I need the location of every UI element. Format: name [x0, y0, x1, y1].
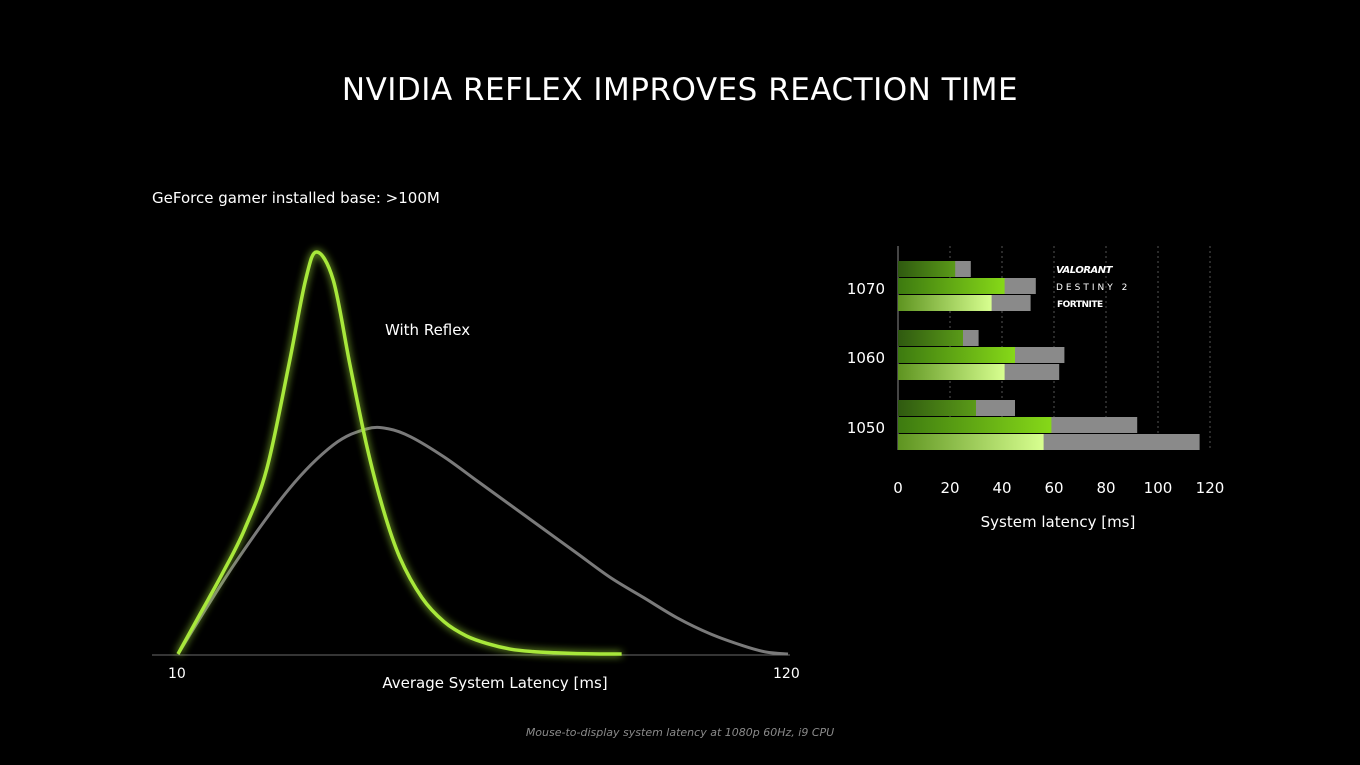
latency-distribution-chart: With Reflex 10 120 Average System Latenc…	[152, 250, 800, 692]
bar-marks	[898, 261, 1200, 450]
with-reflex-label: With Reflex	[385, 321, 470, 339]
bar-with-reflex	[898, 261, 956, 277]
x-tick-label: 20	[940, 479, 959, 497]
bar-with-reflex	[898, 295, 992, 311]
bar-with-reflex	[898, 364, 1005, 380]
bar-with-reflex	[898, 278, 1005, 294]
bar-with-reflex	[898, 400, 976, 416]
page-title: NVIDIA REFLEX IMPROVES REACTION TIME	[341, 72, 1019, 108]
group-label: 1050	[847, 419, 885, 437]
bar-with-reflex	[898, 434, 1044, 450]
legend-game-destiny: DESTINY 2	[1056, 283, 1130, 293]
bar-x-ticks: 0 20 40 60 80 100 120	[893, 479, 1224, 497]
x-tick-label: 0	[893, 479, 903, 497]
footnote: Mouse-to-display system latency at 1080p…	[525, 726, 835, 739]
legend-game-valorant: VALORANT	[1056, 265, 1114, 276]
series-line-baseline	[176, 425, 789, 656]
chart-subtitle: GeForce gamer installed base: >100M	[152, 189, 440, 207]
group-label: 1070	[847, 280, 885, 298]
x-tick-label: 10	[168, 666, 186, 682]
bar-with-reflex	[898, 347, 1015, 363]
x-tick-label: 60	[1044, 479, 1063, 497]
game-legend: VALORANT DESTINY 2 FORTNITE	[1056, 265, 1130, 310]
bar-with-reflex	[898, 417, 1052, 433]
gpu-latency-bar-chart: 0 20 40 60 80 100 120 1070 1060 1050 System late…	[847, 246, 1224, 531]
x-tick-label: 120	[1196, 479, 1225, 497]
legend-game-fortnite: FORTNITE	[1057, 300, 1103, 310]
bar-with-reflex	[898, 330, 963, 346]
bar-x-axis-label: System latency [ms]	[981, 513, 1136, 531]
distribution-x-axis-label: Average System Latency [ms]	[382, 674, 607, 692]
x-tick-label: 80	[1096, 479, 1115, 497]
x-tick-label: 120	[773, 666, 800, 682]
series-line-with-reflex	[176, 250, 622, 656]
group-label: 1060	[847, 349, 885, 367]
bar-group-labels: 1070 1060 1050	[847, 280, 885, 437]
x-tick-label: 100	[1144, 479, 1173, 497]
x-tick-label: 40	[992, 479, 1011, 497]
